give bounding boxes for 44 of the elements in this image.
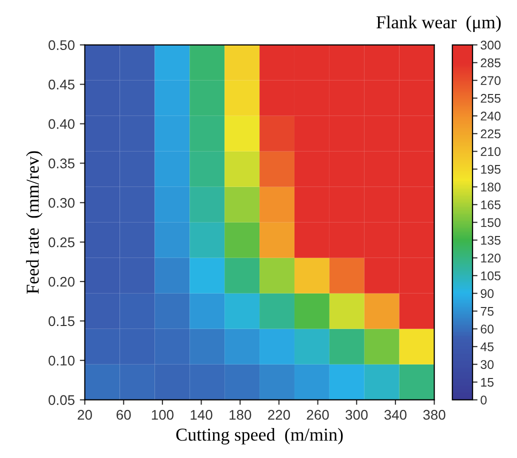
y-axis-title: Feed rate (mm/rev)	[26, 151, 42, 294]
color-bar-label: 150	[481, 218, 501, 228]
color-bar-label: 240	[480, 112, 501, 121]
y-tick-label: 0.40	[48, 119, 75, 129]
y-tick-label: 0.50	[48, 40, 75, 50]
x-tick-label: 300	[346, 410, 368, 420]
color-bar-label: 15	[481, 378, 494, 387]
color-bar-label: 45	[480, 342, 494, 352]
color-bar-label: 120	[481, 254, 501, 263]
x-axis-title: Cutting speed (m/min)	[176, 428, 343, 444]
color-bar-label: 270	[480, 76, 501, 86]
color-bar-title: Flank wear (μm)	[376, 16, 501, 32]
color-bar-label: 0	[480, 396, 487, 404]
color-bar-label: 90	[480, 289, 494, 298]
color-bar-label: 225	[480, 129, 501, 138]
color-bar-label: 285	[480, 58, 501, 68]
color-bar-label: 255	[480, 94, 501, 103]
y-tick-label: 0.25	[48, 237, 74, 248]
x-tick-label: 180	[230, 410, 252, 420]
color-bar-label: 30	[480, 360, 494, 369]
x-tick-label: 340	[384, 410, 406, 420]
x-tick-label: 140	[190, 410, 212, 420]
y-tick-label: 0.10	[48, 356, 75, 366]
color-bar-label: 300	[480, 40, 501, 50]
color-bar-label: 195	[481, 164, 501, 174]
color-bar-label: 60	[480, 324, 494, 334]
y-tick-label: 0.30	[48, 198, 75, 208]
x-tick-label: 380	[423, 410, 446, 420]
x-tick-label: 100	[152, 410, 174, 420]
x-tick-label: 260	[306, 410, 329, 420]
x-tick-label: 20	[78, 410, 92, 420]
color-bar-label: 75	[480, 307, 494, 316]
color-bar-label: 210	[480, 147, 501, 156]
color-bar-label: 165	[481, 200, 501, 210]
y-tick-label: 0.15	[48, 316, 74, 326]
color-bar-label: 135	[481, 236, 501, 245]
x-tick-label: 220	[268, 410, 290, 420]
y-tick-label: 0.20	[48, 276, 75, 287]
y-tick-label: 0.45	[48, 80, 74, 90]
y-tick-label: 0.05	[48, 395, 74, 406]
x-tick-label: 60	[116, 410, 131, 420]
color-bar-label: 105	[481, 271, 501, 280]
y-tick-label: 0.35	[48, 158, 74, 168]
color-bar-label: 180	[481, 182, 501, 192]
